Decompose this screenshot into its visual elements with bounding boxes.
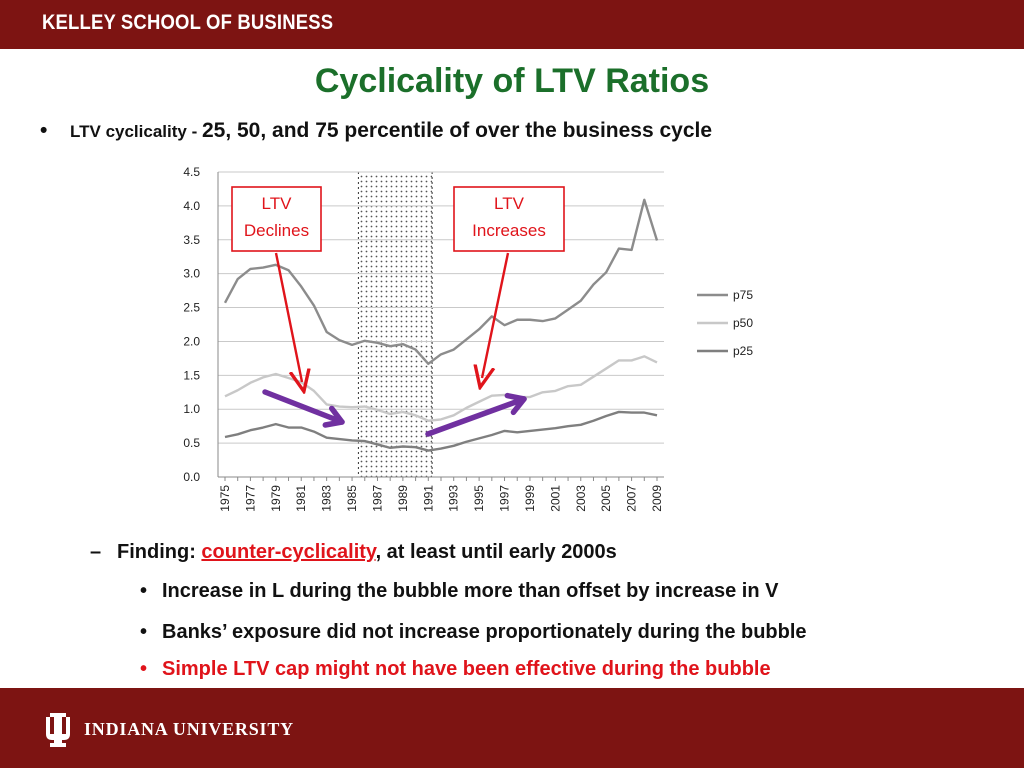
university-name: INDIANA UNIVERSITY: [84, 719, 294, 739]
x-tick-label: 1983: [320, 485, 334, 512]
footer-bar: [0, 688, 1024, 768]
x-tick-label: 1979: [269, 485, 283, 512]
x-tick-label: 1981: [294, 485, 308, 512]
dash-marker: –: [90, 541, 102, 563]
y-tick-label: 3.0: [183, 267, 200, 281]
bullet-main-text: 25, 50, and 75 percentile of over the bu…: [201, 119, 713, 142]
ltv-increases-label: LTV: [494, 194, 525, 213]
main-bullet: • LTV cyclicality - 25, 50, and 75 percen…: [40, 119, 712, 143]
point-text: Increase in L during the bubble more tha…: [162, 580, 779, 602]
y-tick-label: 1.5: [183, 368, 200, 382]
point-2: • Banks’ exposure did not increase propor…: [140, 621, 807, 644]
ltv-declines-label: Declines: [244, 221, 309, 240]
shaded-region: [358, 172, 433, 477]
x-tick-label: 1989: [396, 485, 410, 512]
purple-arrow-up: [425, 396, 527, 437]
x-tick-label: 1993: [447, 485, 461, 512]
finding-prefix: Finding:: [117, 541, 202, 563]
red-arrow-increases: [482, 252, 510, 378]
series-line-p25: [224, 410, 658, 452]
bullet-prefix: LTV cyclicality -: [70, 122, 202, 141]
ltv-declines-box: [231, 186, 322, 252]
purple-arrow-down-head: [322, 405, 345, 428]
purple-arrow-down: [262, 389, 345, 425]
point-3: • Simple LTV cap might not have been effe…: [140, 658, 771, 681]
y-tick-label: 2.5: [183, 301, 200, 315]
x-tick-label: 1975: [218, 485, 232, 512]
x-tick-label: 1991: [421, 485, 435, 512]
series-line-p50: [224, 355, 658, 422]
point-1: • Increase in L during the bubble more th…: [140, 580, 778, 603]
bullet-dot: •: [140, 658, 148, 680]
y-tick-label: 4.0: [183, 199, 200, 213]
bullet-dot: •: [140, 580, 148, 602]
ltv-increases-label: Increases: [472, 221, 546, 240]
ltv-increases-box: [453, 186, 565, 252]
legend-label: p25: [733, 344, 753, 358]
x-tick-label: 1985: [345, 485, 359, 512]
x-tick-label: 2003: [574, 485, 588, 512]
x-tick-label: 2005: [599, 485, 613, 512]
point-text: Banks’ exposure did not increase proport…: [162, 621, 807, 643]
bullet-dot: •: [40, 119, 48, 142]
y-tick-label: 3.5: [183, 233, 200, 247]
y-tick-label: 4.5: [183, 165, 200, 179]
finding-suffix: , at least until early 2000s: [375, 541, 617, 563]
x-tick-label: 2001: [548, 485, 562, 512]
x-tick-label: 1999: [523, 485, 537, 512]
slide-title: Cyclicality of LTV Ratios: [314, 62, 710, 100]
header-bar: KELLEY SCHOOL OF BUSINESS: [0, 0, 1024, 49]
y-tick-label: 0.5: [183, 436, 200, 450]
x-tick-label: 2007: [625, 485, 639, 512]
ltv-declines-label: LTV: [262, 194, 293, 213]
legend-label: p50: [733, 316, 753, 330]
series-line-p75: [223, 198, 659, 366]
x-tick-label: 1997: [498, 485, 512, 512]
x-tick-label: 1987: [370, 485, 384, 512]
school-name: KELLEY SCHOOL OF BUSINESS: [42, 11, 334, 34]
y-tick-label: 1.0: [183, 402, 200, 416]
y-tick-label: 2.0: [183, 334, 200, 348]
point-text: Simple LTV cap might not have been effec…: [162, 658, 771, 680]
bullet-dot: •: [140, 621, 148, 643]
legend-label: p75: [733, 288, 753, 302]
ltv-chart: 0.0 0.5 1.0 1.5 2.0 2.5 3.0 3.5 4.0 4.5 1975 1977 19…: [183, 165, 753, 512]
finding-line: – Finding: counter-cyclicality, at least …: [90, 541, 617, 564]
y-tick-label: 0.0: [183, 470, 200, 484]
red-arrow-declines: [274, 252, 302, 382]
purple-arrow-up-head: [504, 392, 527, 416]
x-tick-label: 2009: [650, 485, 664, 512]
finding-highlight: counter-cyclicality: [201, 541, 376, 563]
x-tick-label: 1977: [243, 485, 257, 512]
iu-trident-logo-icon: [46, 713, 70, 747]
x-tick-label: 1995: [472, 485, 486, 512]
